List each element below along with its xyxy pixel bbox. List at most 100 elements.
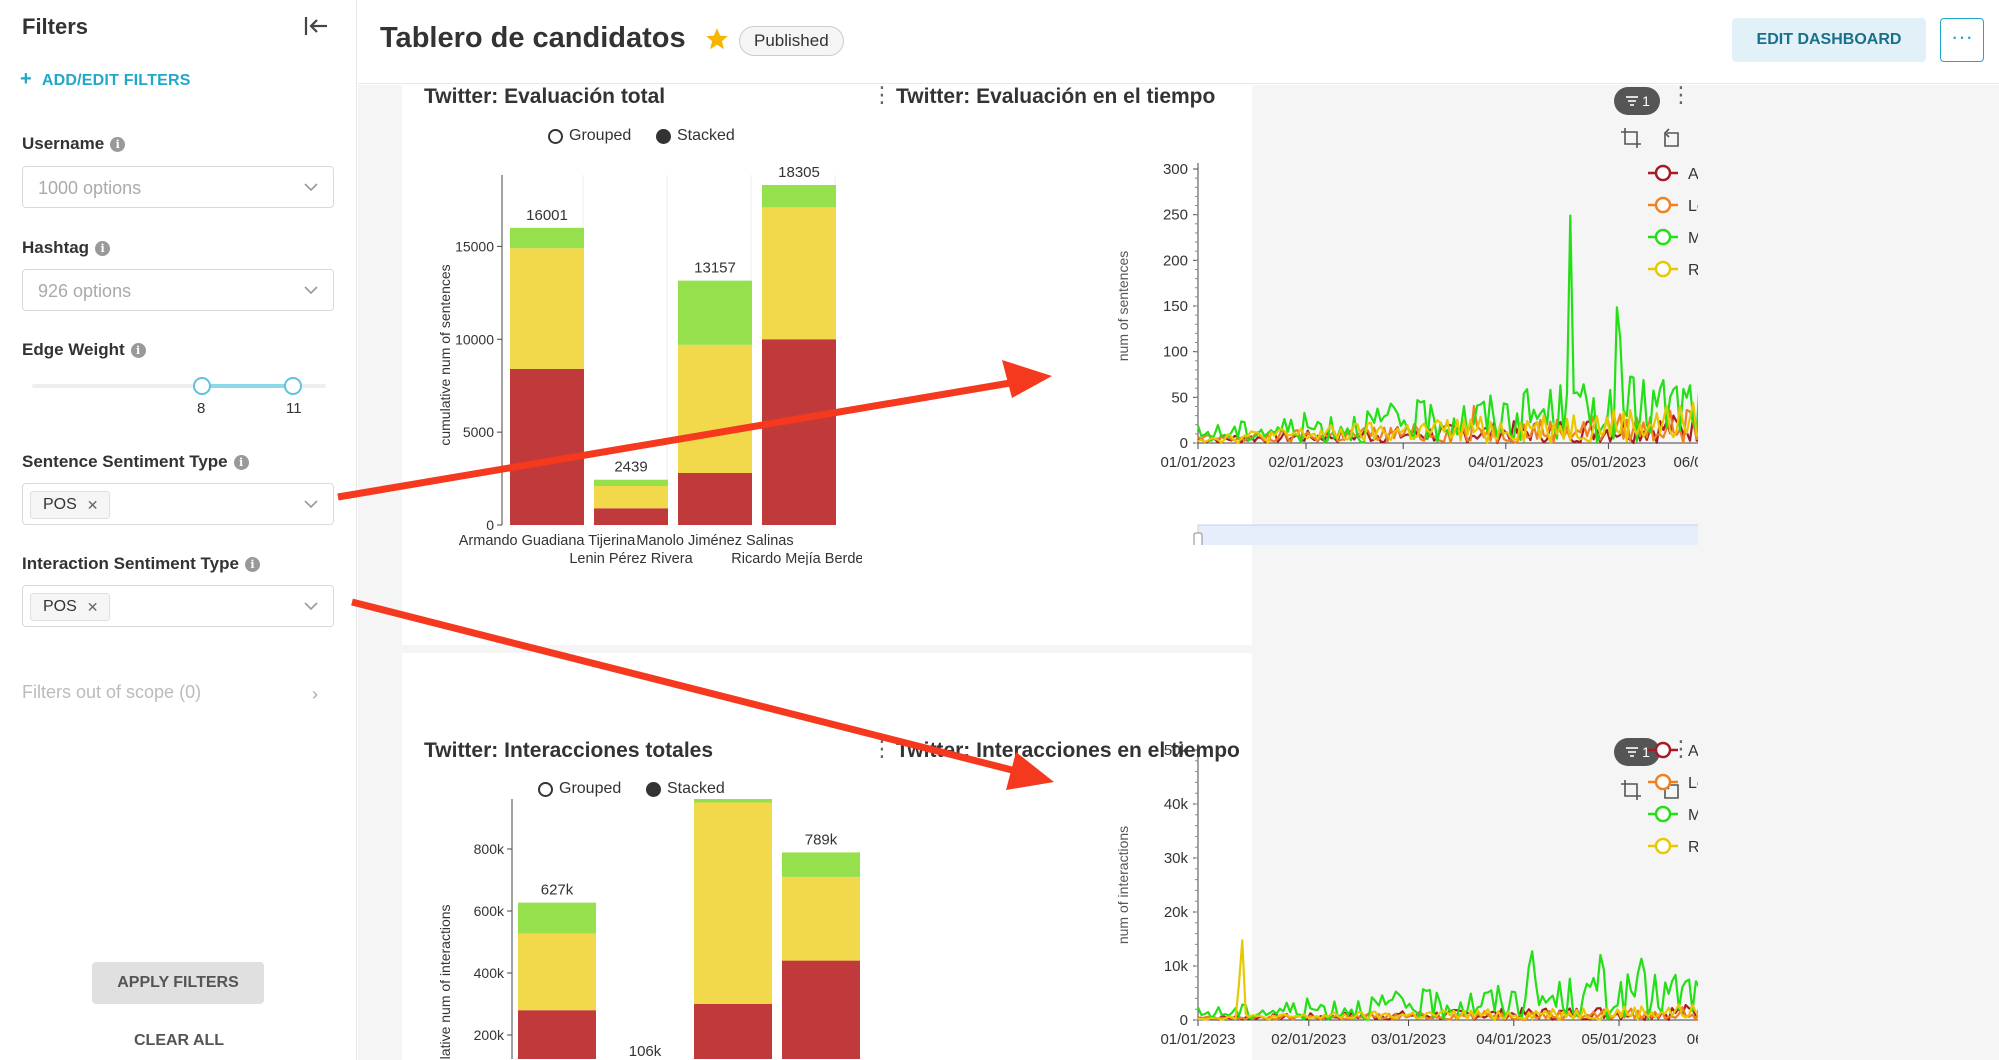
sentiment-tag: POS ✕ xyxy=(30,593,110,621)
x-tick-label: 06/01/2023 xyxy=(1673,454,1698,471)
legend-swatch-marker xyxy=(1654,164,1672,182)
sentiment-tag: POS ✕ xyxy=(30,491,110,519)
kebab-menu-icon[interactable]: ⋮ xyxy=(871,85,893,107)
legend-label: Manolo Jiménez Salinas, POS xyxy=(1688,807,1698,824)
y-tick-label: 15000 xyxy=(455,238,494,254)
grouped-toggle[interactable]: Grouped xyxy=(538,780,621,798)
legend-label: Manolo Jiménez Salinas, POS xyxy=(1688,230,1698,247)
y-tick-label: 300 xyxy=(1163,161,1188,178)
clear-all-button[interactable]: CLEAR ALL xyxy=(134,1032,225,1049)
chevron-down-icon xyxy=(304,286,318,295)
x-tick-label: 01/01/2023 xyxy=(1160,1031,1235,1048)
y-tick-label: 20k xyxy=(1164,904,1189,921)
bar-total-label: 789k xyxy=(805,831,838,848)
chevron-down-icon xyxy=(304,500,318,509)
filter-indicator-pill[interactable]: 1 xyxy=(1614,738,1660,766)
y-tick-label: 0 xyxy=(1180,435,1188,452)
info-icon[interactable]: i xyxy=(244,556,260,572)
legend-swatch-marker xyxy=(1654,773,1672,791)
more-options-button[interactable]: ··· xyxy=(1940,18,1984,62)
y-tick-label: 800k xyxy=(474,841,505,857)
info-icon[interactable]: i xyxy=(110,136,126,152)
y-axis-label: num of sentences xyxy=(1115,251,1131,362)
info-icon[interactable]: i xyxy=(130,342,146,358)
bar-segment xyxy=(594,485,668,509)
collapse-sidebar-icon[interactable] xyxy=(302,14,330,38)
stacked-toggle[interactable]: Stacked xyxy=(656,127,735,145)
dashboard-grid: Twitter: Evaluación total ⋮ Grouped Stac… xyxy=(358,85,1999,1060)
edge-weight-slider-range xyxy=(202,384,294,388)
x-tick-label: 02/01/2023 xyxy=(1271,1031,1346,1048)
sentence-sentiment-label: Sentence Sentiment Type i xyxy=(22,452,249,472)
remove-tag-icon[interactable]: ✕ xyxy=(86,497,99,513)
legend-label: Armando Guadiana Tijerina, POS xyxy=(1688,166,1698,183)
info-icon[interactable]: i xyxy=(95,240,111,256)
y-tick-label: 150 xyxy=(1163,298,1188,315)
chevron-down-icon xyxy=(304,183,318,192)
bar-segment xyxy=(678,472,752,525)
crop-icon[interactable] xyxy=(1620,779,1642,801)
interaction-sentiment-select[interactable]: POS ✕ xyxy=(22,585,334,627)
series-line xyxy=(1197,939,1698,1022)
edge-weight-max-value: 11 xyxy=(286,400,302,417)
kebab-menu-icon[interactable]: ⋮ xyxy=(871,736,893,761)
legend-swatch-marker xyxy=(1654,837,1672,855)
chart-panel-evaluacion: Twitter: Evaluación total ⋮ Grouped Stac… xyxy=(402,85,1692,645)
edge-weight-max-handle[interactable] xyxy=(284,377,302,395)
x-tick-label: 06/01/2023 xyxy=(1687,1031,1698,1048)
star-icon[interactable] xyxy=(704,26,730,52)
kebab-menu-icon[interactable]: ⋮ xyxy=(1670,85,1692,107)
filter-icon xyxy=(1626,747,1639,757)
bar-segment xyxy=(694,799,772,803)
bar-total-label: 13157 xyxy=(694,260,736,277)
legend-label: Armando Guadiana Tijerina, POS xyxy=(1688,743,1698,760)
y-tick-label: 400k xyxy=(474,965,505,981)
bar-segment xyxy=(678,344,752,473)
bar-segment xyxy=(594,479,668,486)
radio-icon xyxy=(646,781,661,797)
x-tick-label: 04/01/2023 xyxy=(1476,1031,1551,1048)
line-chart-interactions: 0 10k 20k 30k 40k 50k 01/01/2023 02/01/2023 03/0… xyxy=(1115,741,1698,1048)
filter-icon xyxy=(1626,96,1639,106)
grouped-toggle[interactable]: Grouped xyxy=(548,127,631,145)
chart-title: Twitter: Interacciones totales xyxy=(424,739,714,762)
line-chart-sentences: 0 50 100 150 200 250 300 01/01/2023 02/01/2023 03… xyxy=(1115,161,1698,545)
sentence-sentiment-select[interactable]: POS ✕ xyxy=(22,483,334,525)
filters-out-of-scope[interactable]: Filters out of scope (0) xyxy=(22,682,202,702)
x-tick-label: 05/01/2023 xyxy=(1582,1031,1657,1048)
bar-segment xyxy=(510,227,584,249)
bar-segment xyxy=(518,1010,596,1059)
dashboard-title: Tablero de candidatos xyxy=(380,22,686,54)
add-edit-filters-button[interactable]: + ADD/EDIT FILTERS xyxy=(20,68,191,90)
edit-dashboard-button[interactable]: EDIT DASHBOARD xyxy=(1732,18,1926,62)
crop-icon[interactable] xyxy=(1620,127,1642,149)
radio-icon xyxy=(656,128,671,144)
info-icon[interactable]: i xyxy=(233,454,249,470)
y-tick-label: 100 xyxy=(1163,344,1188,361)
range-slider-handle xyxy=(1193,532,1203,545)
remove-tag-icon[interactable]: ✕ xyxy=(86,599,99,615)
apply-filters-button[interactable]: APPLY FILTERS xyxy=(92,962,264,1004)
edge-weight-min-handle[interactable] xyxy=(193,377,211,395)
bar-segment xyxy=(678,280,752,345)
reset-zoom-icon[interactable] xyxy=(1660,127,1682,149)
stacked-toggle[interactable]: Stacked xyxy=(646,780,725,798)
x-tick-label: 02/01/2023 xyxy=(1268,454,1343,471)
sidebar-title: Filters xyxy=(22,14,89,39)
bar-segment xyxy=(518,933,596,1011)
username-select[interactable]: 1000 options xyxy=(22,166,334,208)
bar-total-label: 2439 xyxy=(614,459,647,476)
filter-indicator-pill[interactable]: 1 xyxy=(1614,87,1660,115)
radio-icon xyxy=(538,781,553,797)
y-tick-label: 600k xyxy=(474,903,505,919)
chevron-right-icon[interactable]: › xyxy=(312,684,318,704)
hashtag-label: Hashtag i xyxy=(22,238,111,258)
bar-segment xyxy=(762,339,836,525)
chart-title: Twitter: Evaluación en el tiempo xyxy=(896,85,1216,108)
bar-segment xyxy=(594,508,668,525)
y-tick-label: 200 xyxy=(1163,252,1188,269)
y-axis-label: cumulative num of interactions xyxy=(437,904,453,1059)
hashtag-select[interactable]: 926 options xyxy=(22,269,334,311)
legend-swatch-marker xyxy=(1654,260,1672,278)
edge-weight-slider-track[interactable] xyxy=(32,384,326,388)
